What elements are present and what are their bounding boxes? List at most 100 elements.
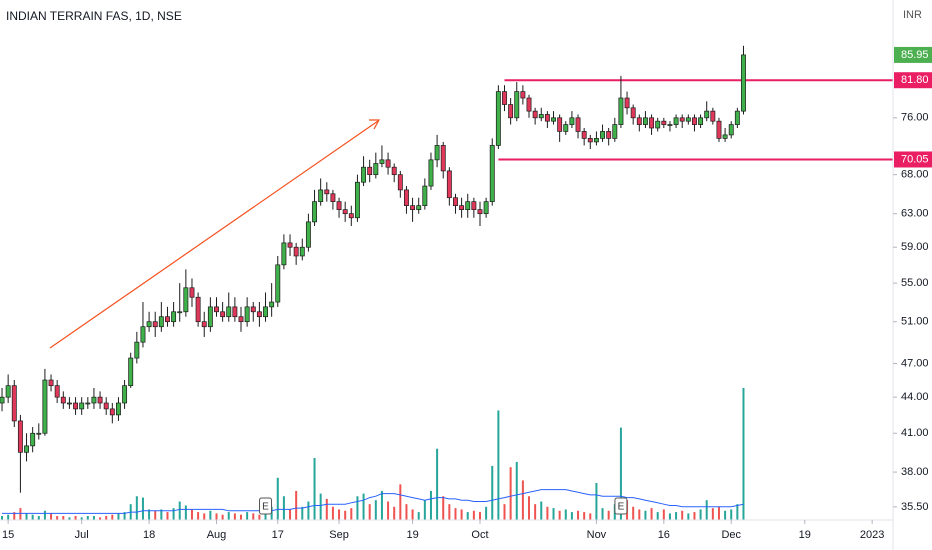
y-tick-label: 55.00 <box>901 277 929 289</box>
volume-bar <box>534 504 537 520</box>
candle-body <box>722 134 728 139</box>
candle-body <box>581 131 587 139</box>
candle-body <box>379 159 385 164</box>
volume-bar <box>742 388 745 520</box>
candle-body <box>526 97 532 112</box>
volume-bar <box>105 516 108 520</box>
candle-body <box>600 131 605 139</box>
volume-bar <box>454 508 457 520</box>
volume-bar <box>233 513 236 520</box>
x-tick-label: 16 <box>658 529 670 541</box>
x-tick-label: Jul <box>75 529 89 541</box>
volume-bar <box>338 509 341 520</box>
candle-body <box>73 402 79 410</box>
candle-body <box>698 117 704 125</box>
volume-bar <box>601 508 604 520</box>
volume-bar <box>380 490 383 520</box>
candle-body <box>79 402 85 410</box>
volume-bar <box>374 500 377 520</box>
volume-bar <box>681 510 684 520</box>
candle-body <box>287 242 293 248</box>
volume-bar <box>86 516 89 520</box>
volume-bar <box>429 490 432 520</box>
volume-bar <box>650 508 653 520</box>
candle-body <box>642 117 648 125</box>
volume-bar <box>80 517 83 520</box>
volume-bar <box>589 513 592 520</box>
volume-bar <box>730 509 733 520</box>
x-tick-label: 2023 <box>860 529 884 541</box>
candle-body <box>42 379 48 434</box>
volume-bar <box>699 509 702 520</box>
candle-body <box>649 117 655 129</box>
y-tick-label: 38.00 <box>901 466 929 478</box>
candle-body <box>11 385 17 422</box>
candle-body <box>404 189 409 206</box>
candle-body <box>281 242 287 266</box>
candle-body <box>741 54 746 112</box>
y-tick-label: 68.00 <box>901 169 929 181</box>
volume-bar <box>178 501 181 520</box>
volume-bar <box>344 510 347 520</box>
last-price-box <box>894 46 932 63</box>
volume-bar <box>282 496 285 520</box>
volume-bar <box>141 497 144 520</box>
candle-body <box>66 402 72 405</box>
volume-bar <box>521 480 524 520</box>
candle-body <box>483 201 489 215</box>
volume-bar <box>724 510 727 520</box>
volume-bar <box>491 465 494 520</box>
volume-bar <box>331 506 334 520</box>
volume-bar <box>362 493 365 520</box>
currency: INR <box>903 9 922 21</box>
candle-body <box>367 166 373 176</box>
candle-body <box>630 107 636 119</box>
x-tick-label: Sep <box>329 529 349 541</box>
candle-body <box>446 170 452 199</box>
candle-body <box>299 246 305 257</box>
volume-bar <box>509 467 512 520</box>
candle-body <box>532 110 538 119</box>
candle-body <box>673 117 679 125</box>
candle-body <box>305 221 311 248</box>
candle-body <box>551 117 556 122</box>
trend-arrow <box>49 120 379 349</box>
volume-bar <box>215 513 218 520</box>
y-tick-label: 63.00 <box>901 208 929 220</box>
volume-bar <box>7 514 10 520</box>
axes: 35.50 38.00 41.00 44.00 47.00 51.00 55.00 59.00… <box>2 46 932 541</box>
candle-body <box>587 138 593 143</box>
candle-body <box>508 104 514 119</box>
x-tick-label: 18 <box>143 529 155 541</box>
volume-bar <box>411 509 414 520</box>
candle-body <box>189 287 195 298</box>
volume-bar <box>240 514 243 520</box>
volume-bar <box>460 509 463 520</box>
volume-bar <box>485 506 488 520</box>
volume-bar <box>656 512 659 520</box>
volume-bar <box>62 516 65 520</box>
x-tick-label: Oct <box>471 529 488 541</box>
candle-body <box>606 131 612 139</box>
candle-body <box>238 316 244 323</box>
volume-bar <box>197 512 200 520</box>
candle-body <box>679 117 685 122</box>
candle-body <box>109 408 115 416</box>
y-tick-label: 51.00 <box>901 316 929 328</box>
candle-body <box>214 306 219 313</box>
candle-body <box>373 163 379 176</box>
x-tick-label: 17 <box>272 529 284 541</box>
y-tick-label: 41.00 <box>901 427 929 439</box>
volume-bar <box>705 500 708 520</box>
candle-body <box>440 145 446 172</box>
candle-body <box>0 396 5 404</box>
candle-body <box>544 114 550 122</box>
volume-bar <box>166 512 169 520</box>
volume-bar <box>25 513 28 520</box>
volume-bar <box>577 510 580 520</box>
candle-body <box>36 432 42 435</box>
candle-body <box>336 201 342 211</box>
level-label: 70.05 <box>901 153 929 165</box>
candle-body <box>453 197 458 206</box>
volume-bar <box>644 510 647 520</box>
